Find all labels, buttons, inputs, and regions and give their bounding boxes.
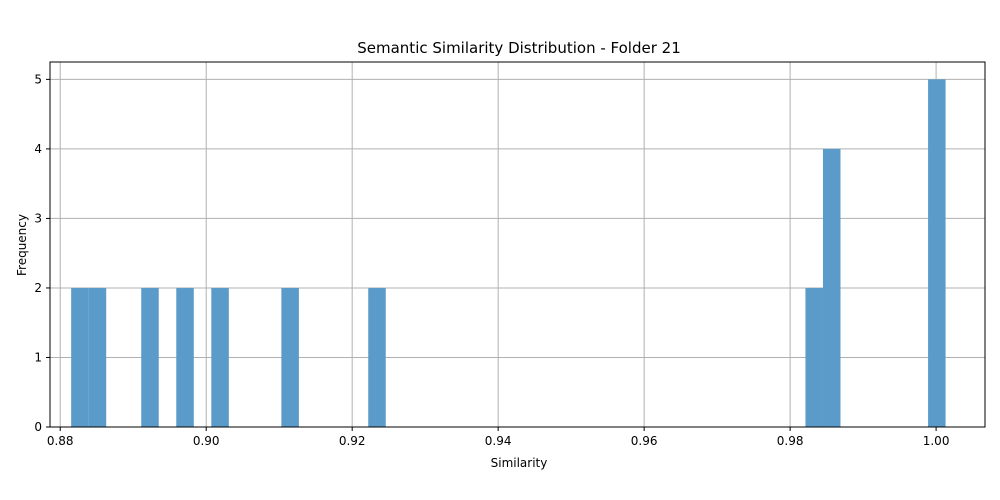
x-tick-label: 0.94 (485, 434, 512, 448)
y-tick-label: 2 (34, 281, 42, 295)
histogram-bar (71, 287, 89, 427)
histogram-bar (141, 287, 159, 427)
x-axis: 0.88 0.90 0.92 0.94 0.96 0.98 1.00 (47, 427, 950, 448)
chart-title: Semantic Similarity Distribution - Folde… (357, 39, 680, 57)
bars (71, 79, 946, 427)
histogram-bar (211, 287, 229, 427)
histogram-bar (368, 287, 386, 427)
x-axis-label: Similarity (491, 456, 548, 470)
histogram-bar (176, 287, 194, 427)
x-tick-label: 1.00 (923, 434, 950, 448)
y-tick-label: 5 (34, 72, 42, 86)
x-tick-label: 0.88 (47, 434, 74, 448)
y-tick-label: 4 (34, 142, 42, 156)
y-tick-label: 3 (34, 211, 42, 225)
y-tick-label: 0 (34, 420, 42, 434)
histogram-bar (928, 79, 946, 427)
plot-frame (49, 61, 986, 428)
x-tick-label: 0.92 (339, 434, 366, 448)
y-axis: 0 1 2 3 4 5 (34, 72, 50, 434)
histogram-bar (822, 148, 841, 427)
x-tick-label: 0.98 (777, 434, 804, 448)
x-tick-label: 0.90 (193, 434, 220, 448)
histogram-bar (805, 287, 823, 427)
y-tick-label: 1 (34, 350, 42, 364)
histogram-bar (88, 287, 107, 427)
histogram-bar (281, 287, 299, 427)
y-axis-label: Frequency (15, 214, 29, 276)
x-tick-label: 0.96 (631, 434, 658, 448)
